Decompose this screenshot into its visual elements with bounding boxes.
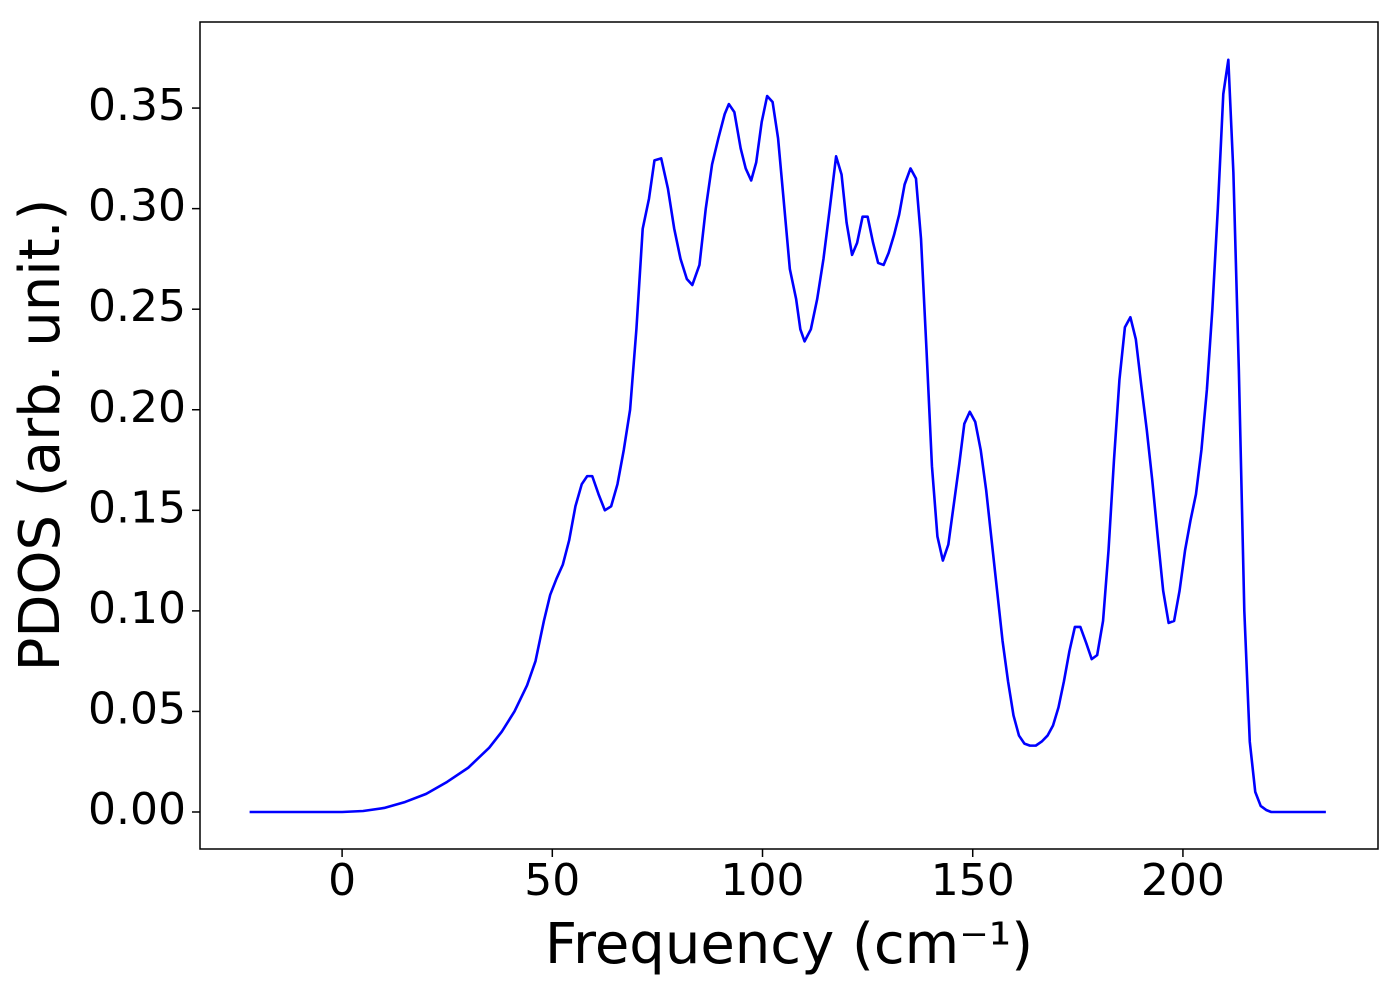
x-tick-label: 200 — [1141, 855, 1225, 906]
x-tick-label: 100 — [721, 855, 805, 906]
y-tick-label: 0.15 — [88, 482, 186, 533]
y-tick-label: 0.00 — [88, 784, 186, 835]
plot-frame — [199, 21, 1379, 850]
y-tick-label: 0.30 — [88, 181, 186, 232]
x-tick-label: 0 — [328, 855, 356, 906]
x-tick-label: 150 — [931, 855, 1015, 906]
y-tick-label: 0.20 — [88, 382, 186, 433]
data-line — [249, 58, 1326, 814]
y-tick-label: 0.25 — [88, 281, 186, 332]
x-axis-label: Frequency (cm⁻¹) — [545, 912, 1033, 977]
y-axis-label: PDOS (arb. unit.) — [8, 199, 73, 672]
x-tick-label: 50 — [524, 855, 580, 906]
y-tick-label: 0.10 — [88, 583, 186, 634]
y-tick-label: 0.05 — [88, 683, 186, 734]
y-tick-label: 0.35 — [88, 80, 186, 131]
